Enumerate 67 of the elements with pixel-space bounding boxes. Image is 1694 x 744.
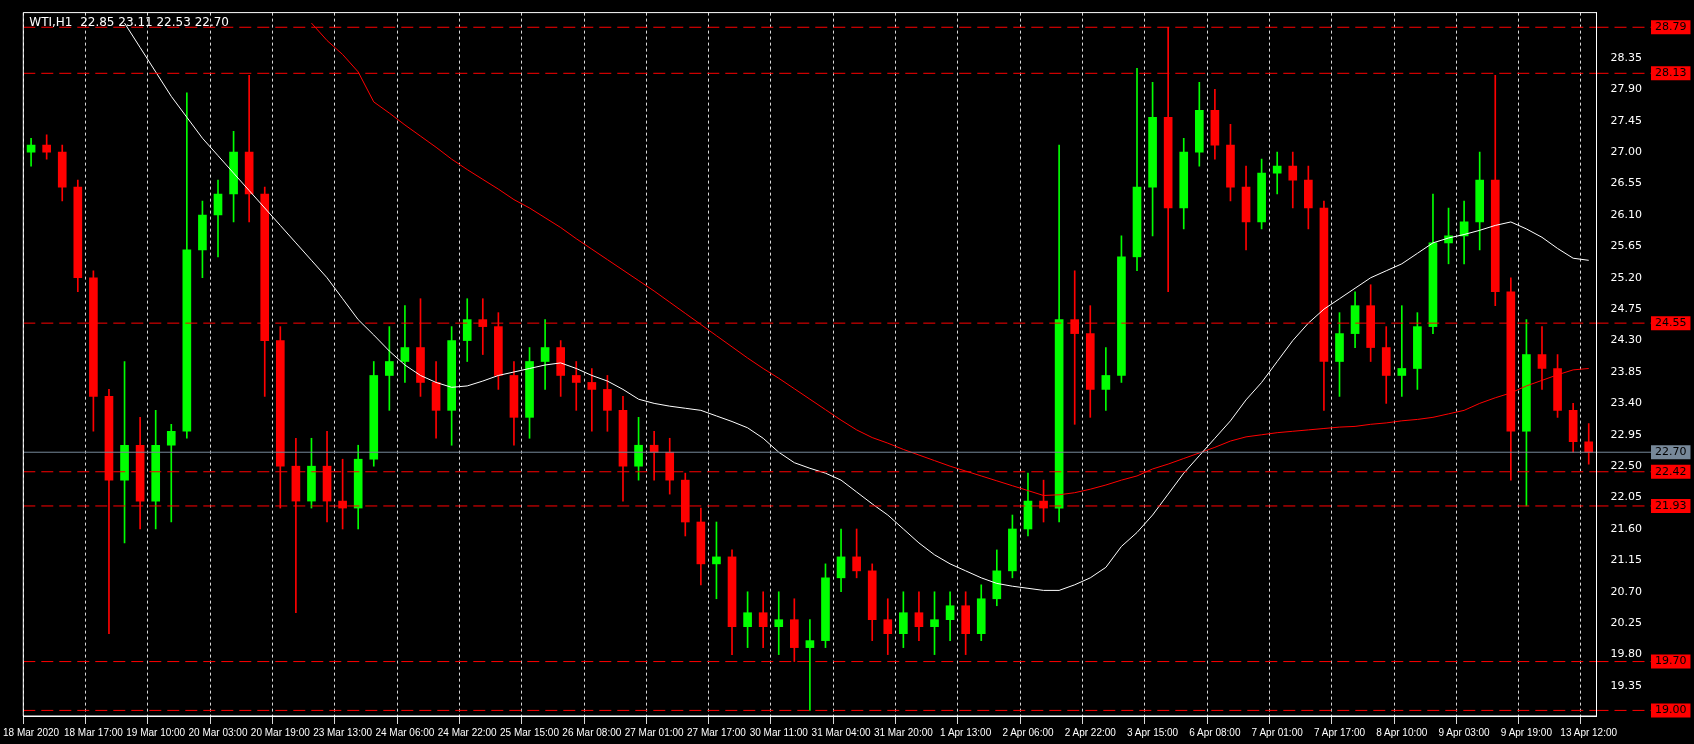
x-tick-label: 24 Mar 22:00	[437, 726, 498, 738]
ref-line-label: 21.93	[1655, 498, 1687, 512]
y-tick-label: 25.20	[1610, 270, 1643, 284]
y-tick-label: 24.75	[1610, 302, 1643, 316]
candlestick	[1397, 305, 1407, 397]
ref-line-label: 22.70	[1655, 445, 1687, 459]
y-tick-label: 20.70	[1610, 584, 1643, 598]
x-tick-label: 7 Apr 01:00	[1251, 726, 1304, 738]
ref-line-label: 24.55	[1655, 315, 1687, 329]
x-tick-label: 30 Mar 11:00	[749, 726, 809, 738]
candlestick	[571, 361, 581, 411]
x-tick-label: 2 Apr 22:00	[1064, 726, 1117, 738]
candlestick	[587, 368, 597, 432]
x-tick-label: 31 Mar 20:00	[873, 726, 934, 738]
ref-line-label: 28.79	[1655, 20, 1687, 34]
candlestick	[166, 423, 176, 523]
chart-title: WTI,H1 22.85 23.11 22.53 22.70	[29, 14, 229, 29]
x-tick-label: 9 Apr 03:00	[1438, 726, 1491, 738]
x-tick-label: 19 Mar 10:00	[126, 726, 186, 738]
y-tick-label: 27.00	[1610, 145, 1643, 159]
y-tick-label: 24.30	[1610, 333, 1643, 347]
x-tick-label: 8 Apr 10:00	[1376, 726, 1428, 738]
x-tick-label: 31 Mar 04:00	[811, 726, 871, 738]
x-tick-label: 23 Mar 13:00	[313, 726, 373, 738]
x-tick-label: 9 Apr 19:00	[1500, 726, 1553, 738]
ref-line-label: 28.13	[1655, 66, 1687, 80]
y-tick-label: 28.35	[1610, 50, 1643, 64]
candlestick	[540, 319, 550, 390]
ref-line-label: 22.42	[1655, 464, 1687, 478]
y-tick-label: 19.80	[1610, 647, 1643, 661]
x-tick-label: 3 Apr 15:00	[1127, 726, 1179, 738]
y-tick-label: 23.40	[1610, 396, 1643, 410]
candlestick	[400, 305, 410, 383]
y-tick-label: 27.90	[1610, 82, 1643, 96]
candlestick	[1101, 347, 1111, 411]
x-tick-label: 24 Mar 06:00	[375, 726, 435, 738]
ref-line-label: 19.70	[1655, 654, 1687, 668]
x-tick-label: 26 Mar 08:00	[562, 726, 622, 738]
y-tick-label: 19.35	[1610, 678, 1643, 692]
y-tick-label: 22.05	[1610, 490, 1643, 504]
y-tick-label: 23.85	[1610, 364, 1643, 378]
x-tick-label: 25 Mar 15:00	[500, 726, 560, 738]
x-tick-label: 27 Mar 17:00	[686, 726, 747, 738]
ref-line-label: 19.00	[1655, 703, 1687, 717]
y-tick-label: 26.10	[1610, 207, 1643, 221]
x-tick-label: 18 Mar 17:00	[63, 726, 124, 738]
y-tick-label: 27.45	[1610, 113, 1643, 127]
candlestick	[805, 619, 815, 711]
x-tick-label: 1 Apr 13:00	[940, 726, 992, 738]
x-tick-label: 13 Apr 12:00	[1560, 726, 1618, 738]
x-tick-label: 20 Mar 03:00	[188, 726, 248, 738]
x-tick-label: 6 Apr 08:00	[1189, 726, 1241, 738]
candlestick	[1537, 326, 1547, 390]
candlestick	[1272, 151, 1282, 195]
x-tick-label: 2 Apr 06:00	[1002, 726, 1054, 738]
x-tick-label: 7 Apr 17:00	[1313, 726, 1366, 738]
x-tick-label: 27 Mar 01:00	[624, 726, 685, 738]
y-tick-label: 25.65	[1610, 239, 1643, 253]
y-tick-label: 26.55	[1610, 176, 1643, 190]
y-tick-label: 22.50	[1610, 459, 1643, 473]
y-tick-label: 22.95	[1610, 427, 1643, 441]
y-tick-label: 21.15	[1610, 553, 1643, 567]
x-tick-label: 18 Mar 2020	[3, 726, 60, 738]
y-tick-label: 21.60	[1610, 521, 1643, 535]
x-tick-label: 20 Mar 19:00	[250, 726, 311, 738]
y-tick-label: 20.25	[1610, 616, 1643, 630]
candlestick	[774, 591, 784, 655]
